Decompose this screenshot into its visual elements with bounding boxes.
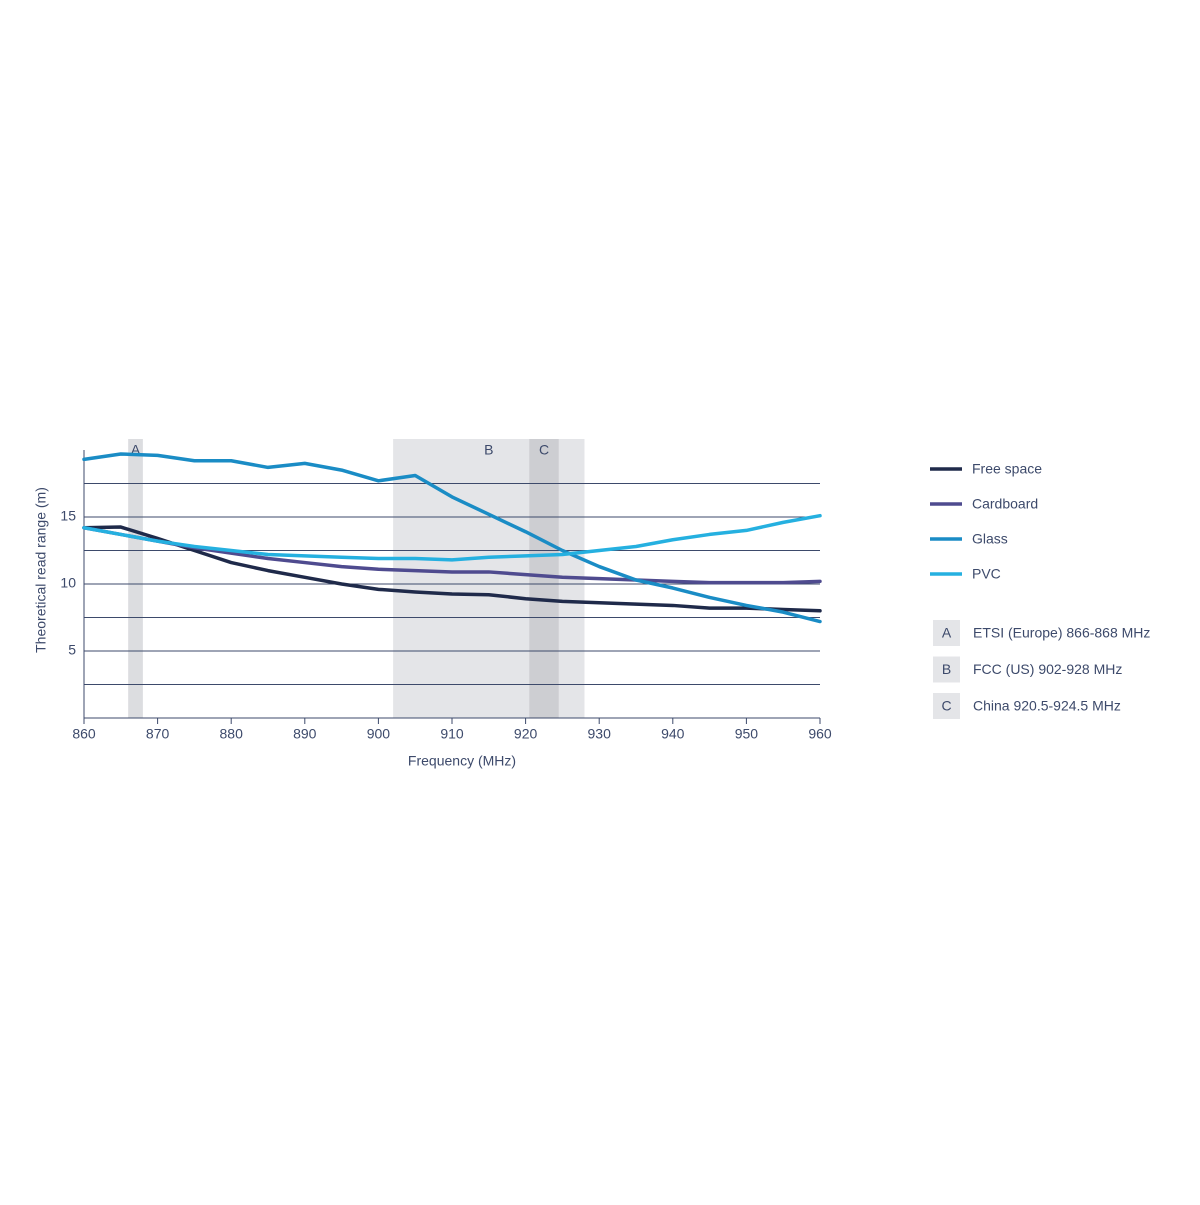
x-tick-label: 940 — [661, 726, 685, 742]
legend-band-text: FCC (US) 902-928 MHz — [973, 661, 1122, 677]
band-label: A — [131, 442, 141, 458]
y-tick-label: 10 — [60, 575, 76, 591]
series-line — [82, 452, 822, 624]
x-tick-label: 870 — [146, 726, 170, 742]
bands — [128, 439, 585, 718]
y-tick-label: 15 — [60, 508, 76, 524]
legend-band-text: China 920.5-924.5 MHz — [973, 698, 1121, 714]
x-tick-label: 930 — [588, 726, 612, 742]
x-tick-label: 950 — [735, 726, 759, 742]
y-tick-label: 5 — [68, 642, 76, 658]
x-tick-label: 890 — [293, 726, 317, 742]
series-line — [82, 525, 822, 585]
x-axis-label: Frequency (MHz) — [408, 753, 516, 769]
series-line — [82, 513, 822, 562]
legend-label: Glass — [972, 531, 1008, 547]
legend-label: Cardboard — [972, 496, 1038, 512]
band — [128, 439, 143, 718]
legend-band-letter: B — [942, 661, 951, 677]
legend-band-box — [933, 620, 960, 646]
legend-band-box — [933, 693, 960, 719]
legend-label: PVC — [972, 566, 1001, 582]
legend-band-letter: A — [942, 625, 952, 641]
x-tick-label: 960 — [808, 726, 832, 742]
x-tick-label: 860 — [72, 726, 96, 742]
series-line — [82, 525, 822, 613]
x-tick-label: 920 — [514, 726, 538, 742]
legend-label: Free space — [972, 461, 1042, 477]
x-tick-label: 900 — [367, 726, 391, 742]
band-label: B — [484, 442, 493, 458]
band — [529, 439, 559, 718]
legend-band-text: ETSI (Europe) 866-868 MHz — [973, 625, 1150, 641]
x-tick-label: 910 — [440, 726, 464, 742]
x-tick-label: 880 — [220, 726, 244, 742]
legend-band-box — [933, 656, 960, 683]
band-label: C — [539, 442, 549, 458]
y-axis-label: Theoretical read range (m) — [33, 487, 49, 653]
legend-band-letter: C — [941, 698, 951, 714]
